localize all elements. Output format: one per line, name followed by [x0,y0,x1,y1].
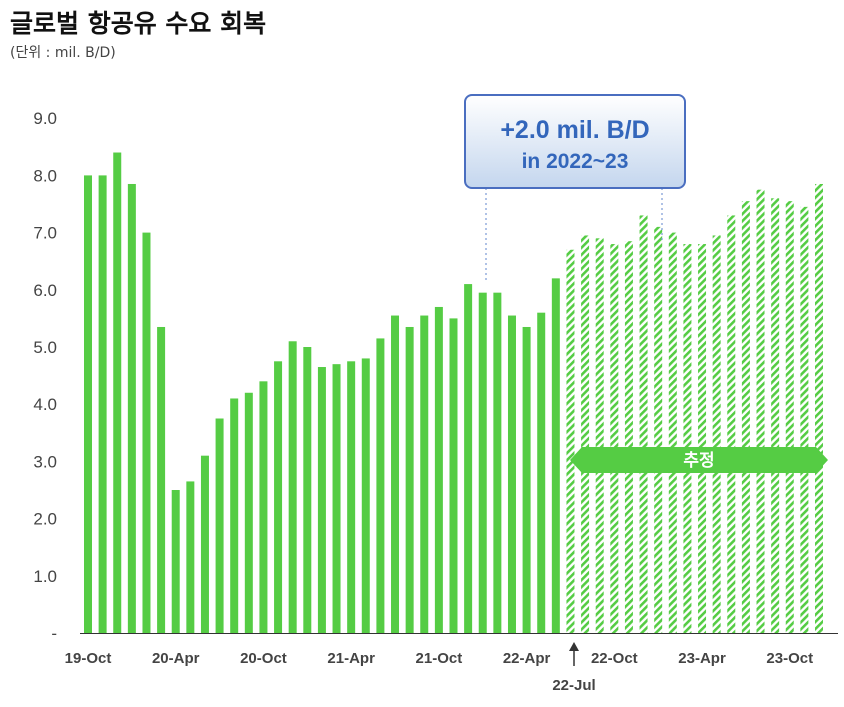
bar-forecast [624,241,633,633]
bar-forecast [815,183,823,634]
y-tick-label: 7.0 [33,224,57,243]
x-tick-label: 22-Oct [591,650,638,667]
bar-actual [215,418,224,633]
x-tick-label: 22-Apr [503,650,551,667]
bar-forecast [581,235,590,633]
y-tick-label: - [51,624,57,643]
bar-actual [142,232,151,633]
bar-forecast [712,235,721,633]
bar-actual [317,367,326,633]
x-tick-label: 20-Oct [240,650,287,667]
bar-actual [84,175,92,633]
unit-subtitle: (단위 : mil. B/D) [10,45,116,61]
bar-actual [376,338,385,633]
bar-forecast [654,226,663,633]
bar-forecast [610,244,619,634]
bar-forecast [639,215,648,633]
bar-forecast [698,244,707,634]
bar-actual [127,183,136,634]
chart-title: 글로벌 항공유 수요 회복 [10,9,267,38]
bar-actual [405,326,414,633]
x-tick-label: 21-Oct [416,650,463,667]
x-tick-label: 21-Apr [327,650,375,667]
forecast-banner [570,447,828,473]
marker-arrow-head [569,642,579,651]
bar-forecast [683,244,692,634]
y-tick-label: 8.0 [33,166,57,185]
bar-actual [537,312,546,633]
callout-box [464,94,686,189]
bar-forecast [756,189,765,633]
bar-actual [361,358,370,633]
bar-actual [522,326,531,633]
forecast-label: 추정 [683,451,714,471]
bar-forecast [741,201,750,633]
bar-actual [464,284,473,633]
bar-actual [157,326,166,633]
bar-actual [332,364,341,633]
bar-forecast [566,249,575,633]
bar-forecast [595,238,604,633]
bar-actual [200,455,209,633]
bar-actual [186,481,195,633]
x-tick-label: 23-Oct [766,650,813,667]
bar-forecast [771,198,780,633]
y-tick-label: 4.0 [33,395,57,414]
bar-actual [274,361,283,633]
bar-actual [113,152,122,633]
bar-actual [347,361,356,633]
y-tick-label: 9.0 [33,109,57,128]
bar-actual [98,175,107,633]
bar-actual [303,347,312,633]
bar-actual [171,490,180,633]
x-tick-label: 20-Apr [152,650,200,667]
bar-actual [434,306,443,633]
y-tick-label: 6.0 [33,281,57,300]
bar-actual [244,392,253,633]
bar-forecast [727,215,736,633]
y-tick-label: 5.0 [33,338,57,357]
bar-forecast [668,232,677,633]
bar-actual [493,292,502,633]
y-tick-label: 3.0 [33,452,57,471]
bar-actual [259,381,268,633]
marker-label: 22-Jul [552,677,595,694]
bar-actual [391,315,400,633]
bar-actual [420,315,429,633]
bar-actual [551,278,560,633]
x-tick-label: 23-Apr [678,650,726,667]
y-tick-label: 1.0 [33,567,57,586]
bar-actual [230,398,239,633]
bar-actual [288,341,297,633]
x-tick-label: 19-Oct [65,650,112,667]
bar-forecast [800,206,809,634]
callout-line2: in 2022~23 [522,150,629,173]
bar-actual [449,318,458,633]
y-tick-label: 2.0 [33,510,57,529]
bar-forecast [785,201,794,633]
callout-line1: +2.0 mil. B/D [500,116,649,144]
bar-actual [507,315,516,633]
bar-actual [478,292,487,633]
